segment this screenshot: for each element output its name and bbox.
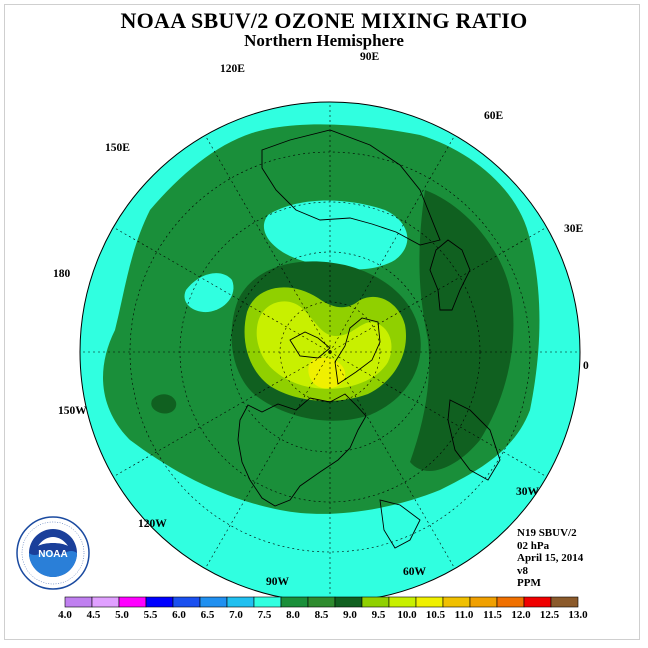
ozone-contour-band-9p5 xyxy=(256,301,392,389)
lon-label-0: 0 xyxy=(583,360,589,372)
lon-label-150e: 150E xyxy=(105,142,130,154)
lon-label-90e: 90E xyxy=(360,51,380,63)
lon-label-60w: 60W xyxy=(403,566,426,578)
noaa-logo-wordmark: NOAA xyxy=(38,549,67,560)
lon-label-30w: 30W xyxy=(516,486,539,498)
ozone-contour-band-7p5-inner xyxy=(263,200,408,270)
coastline-asia xyxy=(261,129,441,246)
info-satellite: N19 SBUV/2 xyxy=(517,527,577,539)
lon-label-90w: 90W xyxy=(266,576,289,588)
coastline-arctic-islands xyxy=(289,331,331,359)
coastline-greenland xyxy=(334,317,381,385)
lon-label-180: 180 xyxy=(53,268,71,280)
info-level: 02 hPa xyxy=(517,539,550,552)
lon-label-120w: 120W xyxy=(138,518,167,530)
ozone-contour-band-8p5-small xyxy=(151,394,177,414)
ozone-contour-band-8p0-low xyxy=(370,102,440,110)
lon-label-60e: 60E xyxy=(484,110,504,122)
ozone-contour-band-7p5-island xyxy=(184,273,234,313)
ozone-contour-band-6p5-blob xyxy=(363,102,430,108)
coastlines xyxy=(237,129,501,549)
ozone-contour-band-10p0 xyxy=(308,357,346,389)
info-date: April 15, 2014 xyxy=(517,552,584,564)
noaa-logo: NOAA xyxy=(16,516,90,590)
info-block: N19 SBUV/2 02 hPa April 15, 2014 v8 PPM xyxy=(517,527,583,590)
ozone-contour-band-8p5 xyxy=(410,190,514,471)
coastline-north-america xyxy=(237,393,367,507)
lon-label-120e: 120E xyxy=(220,63,245,75)
coastline-europe xyxy=(429,239,471,311)
coastline-africa xyxy=(447,399,501,481)
info-units: PPM xyxy=(517,577,541,589)
map-title: NOAA SBUV/2 OZONE MIXING RATIO xyxy=(120,8,528,33)
lon-label-30e: 30E xyxy=(564,223,584,235)
lon-label-150w: 150W xyxy=(58,405,87,417)
map-subtitle: Northern Hemisphere xyxy=(244,31,404,50)
graticule xyxy=(80,102,580,602)
info-version: v8 xyxy=(517,564,528,577)
figure-frame xyxy=(4,4,640,640)
coastline-south-america xyxy=(379,499,421,549)
